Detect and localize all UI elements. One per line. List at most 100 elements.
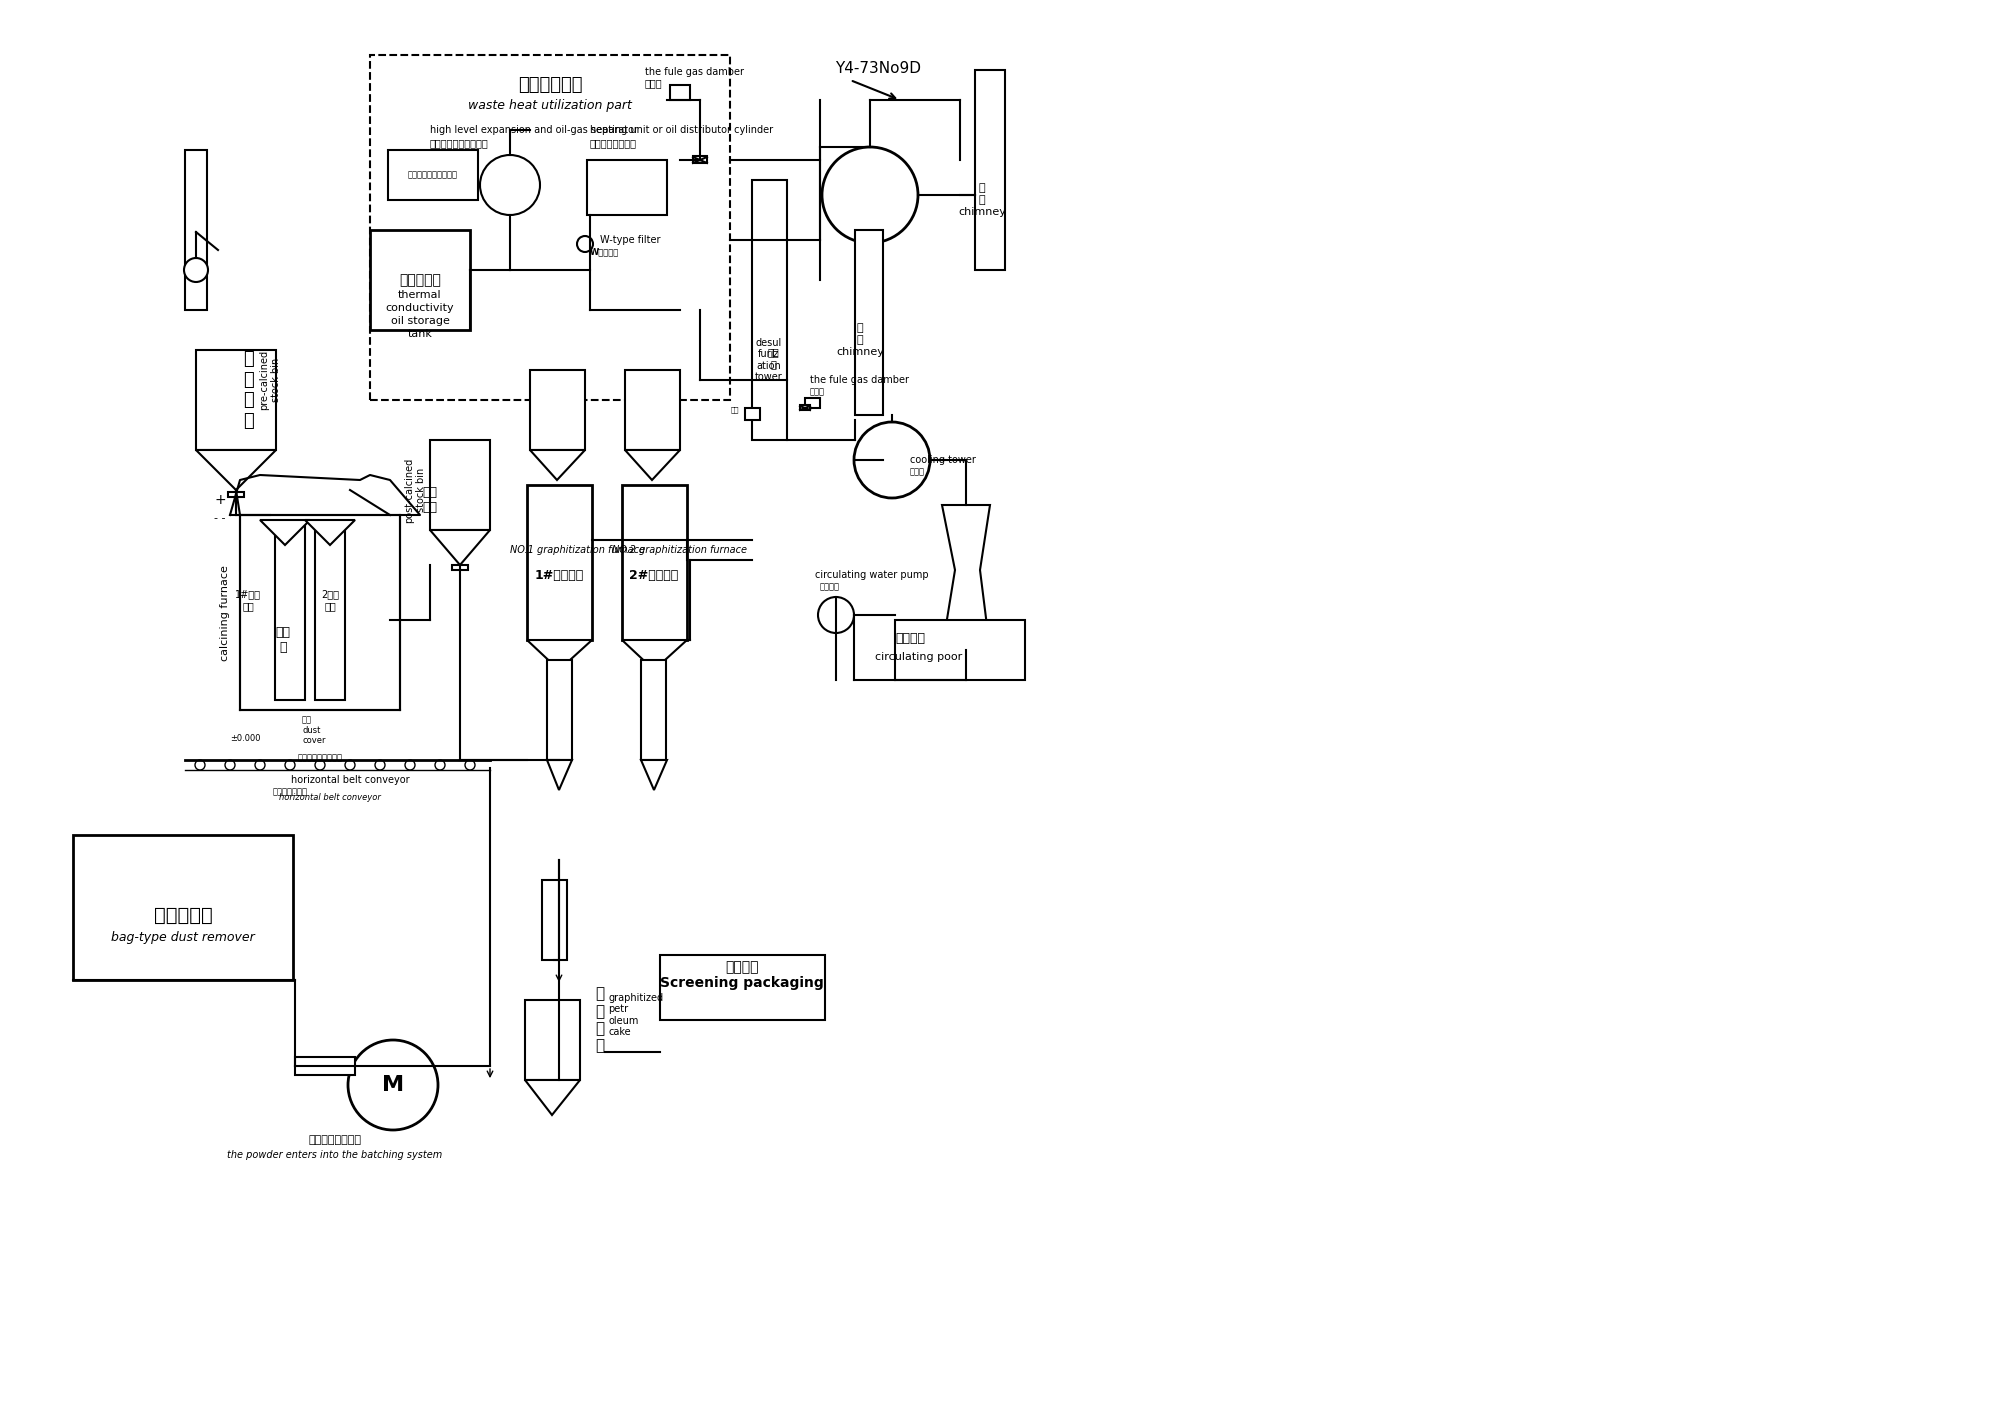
Text: 水平皮带运输机: 水平皮带运输机 bbox=[272, 787, 308, 797]
Polygon shape bbox=[622, 640, 688, 670]
Text: 燃气及废气输送系统: 燃气及废气输送系统 bbox=[298, 753, 342, 763]
Polygon shape bbox=[306, 520, 356, 545]
Bar bbox=[276, 526, 306, 699]
Polygon shape bbox=[942, 504, 990, 650]
Text: thermal: thermal bbox=[398, 290, 442, 300]
Bar bbox=[228, 492, 244, 497]
Text: conductivity: conductivity bbox=[386, 302, 454, 314]
Bar bbox=[296, 1057, 356, 1075]
Text: 2煅烧
煅炉: 2煅烧 煅炉 bbox=[322, 589, 340, 610]
Text: 脱硫
塔: 脱硫 塔 bbox=[768, 348, 778, 369]
Circle shape bbox=[466, 760, 476, 770]
Text: heating unit or oil distributor cylinder: heating unit or oil distributor cylinder bbox=[590, 124, 774, 136]
Polygon shape bbox=[530, 449, 586, 480]
Circle shape bbox=[346, 760, 356, 770]
Text: circulating water pump: circulating water pump bbox=[816, 569, 928, 579]
Bar bbox=[186, 150, 208, 309]
Circle shape bbox=[184, 259, 208, 283]
Bar bbox=[670, 85, 690, 100]
Bar bbox=[196, 350, 276, 449]
Polygon shape bbox=[196, 449, 276, 490]
Text: 煅烧
炉: 煅烧 炉 bbox=[276, 626, 290, 654]
Bar bbox=[976, 71, 1006, 270]
Bar bbox=[752, 179, 788, 439]
Polygon shape bbox=[642, 760, 668, 790]
Bar bbox=[542, 880, 568, 959]
Text: pre-calcined
stock bin: pre-calcined stock bin bbox=[260, 350, 280, 410]
Text: 烟
囱
chimney: 烟 囱 chimney bbox=[836, 324, 884, 356]
Text: - -: - - bbox=[214, 513, 226, 523]
Text: 燃油单元及分油缸: 燃油单元及分油缸 bbox=[590, 138, 638, 148]
Circle shape bbox=[286, 760, 296, 770]
Circle shape bbox=[348, 1040, 438, 1130]
Text: 2#石墨化炉: 2#石墨化炉 bbox=[630, 568, 678, 582]
Bar bbox=[896, 620, 1024, 680]
Text: cooling tower: cooling tower bbox=[910, 455, 976, 465]
Text: 燃气阀: 燃气阀 bbox=[646, 78, 662, 88]
Text: calcining furnace: calcining furnace bbox=[220, 565, 230, 661]
Text: 高位膨胀及油气分离器: 高位膨胀及油气分离器 bbox=[430, 138, 488, 148]
Circle shape bbox=[818, 598, 854, 633]
Text: the powder enters into the batching system: the powder enters into the batching syst… bbox=[228, 1150, 442, 1160]
Text: 布袋除尘器: 布袋除尘器 bbox=[154, 906, 212, 924]
Text: horizontal belt conveyor: horizontal belt conveyor bbox=[280, 793, 380, 801]
Bar bbox=[660, 955, 826, 1020]
Bar bbox=[588, 160, 668, 215]
Text: the fule gas damber: the fule gas damber bbox=[646, 66, 744, 76]
Bar bbox=[530, 370, 586, 449]
Polygon shape bbox=[626, 449, 680, 480]
Bar bbox=[370, 55, 730, 400]
Bar bbox=[642, 660, 666, 760]
Text: circulating poor: circulating poor bbox=[876, 651, 962, 663]
Polygon shape bbox=[526, 1080, 580, 1115]
Text: M: M bbox=[382, 1075, 404, 1095]
Text: NO.1 graphitization furnace: NO.1 graphitization furnace bbox=[510, 545, 646, 555]
Text: W-type filter: W-type filter bbox=[600, 235, 660, 244]
Circle shape bbox=[480, 155, 540, 215]
Text: the fule gas damber: the fule gas damber bbox=[810, 374, 910, 384]
Text: 1#煅烧
煅炉: 1#煅烧 煅炉 bbox=[236, 589, 262, 610]
Polygon shape bbox=[548, 760, 572, 790]
Text: 煅后
料仓: 煅后 料仓 bbox=[422, 486, 438, 514]
Circle shape bbox=[226, 760, 236, 770]
Bar bbox=[622, 485, 688, 640]
Circle shape bbox=[406, 760, 416, 770]
Circle shape bbox=[256, 760, 266, 770]
Text: 粉子进入配料系统: 粉子进入配料系统 bbox=[308, 1135, 362, 1145]
Circle shape bbox=[578, 236, 594, 252]
Bar bbox=[548, 660, 572, 760]
Polygon shape bbox=[528, 640, 592, 670]
Bar bbox=[74, 835, 294, 981]
Text: post-calcined
stock bin: post-calcined stock bin bbox=[404, 458, 426, 523]
Bar bbox=[856, 230, 884, 415]
Text: 筛分包装
Screening packaging: 筛分包装 Screening packaging bbox=[660, 959, 824, 991]
Text: graphitized
petr
oleum
cake: graphitized petr oleum cake bbox=[608, 992, 664, 1037]
Bar bbox=[430, 439, 490, 530]
Bar bbox=[388, 150, 478, 201]
Text: horizontal belt conveyor: horizontal belt conveyor bbox=[290, 774, 410, 786]
Text: 燃气阀: 燃气阀 bbox=[810, 387, 826, 397]
Text: ±0.000: ±0.000 bbox=[230, 733, 260, 742]
Bar bbox=[528, 485, 592, 640]
Text: tank: tank bbox=[408, 329, 432, 339]
Bar bbox=[370, 230, 470, 331]
Bar bbox=[746, 408, 760, 420]
Text: W型过滤器: W型过滤器 bbox=[590, 247, 620, 257]
Text: +: + bbox=[214, 493, 226, 507]
Text: 阀门: 阀门 bbox=[730, 407, 740, 414]
Bar bbox=[626, 370, 680, 449]
Bar bbox=[800, 406, 810, 410]
Text: 高位膨胀及油气分离器: 高位膨胀及油气分离器 bbox=[408, 171, 458, 179]
Circle shape bbox=[854, 422, 930, 497]
Text: 循环水泵: 循环水泵 bbox=[820, 582, 840, 592]
Bar bbox=[806, 398, 820, 408]
Circle shape bbox=[822, 147, 918, 243]
Text: desul
furiz
ation
tower: desul furiz ation tower bbox=[756, 338, 782, 383]
Bar bbox=[526, 1000, 580, 1080]
Bar bbox=[240, 514, 400, 709]
Bar bbox=[316, 526, 346, 699]
Text: Y4-73No9D: Y4-73No9D bbox=[836, 61, 922, 75]
Text: 1#石墨化炉: 1#石墨化炉 bbox=[534, 568, 584, 582]
Text: 热导油储罐: 热导油储罐 bbox=[400, 273, 440, 287]
Bar bbox=[452, 565, 468, 569]
